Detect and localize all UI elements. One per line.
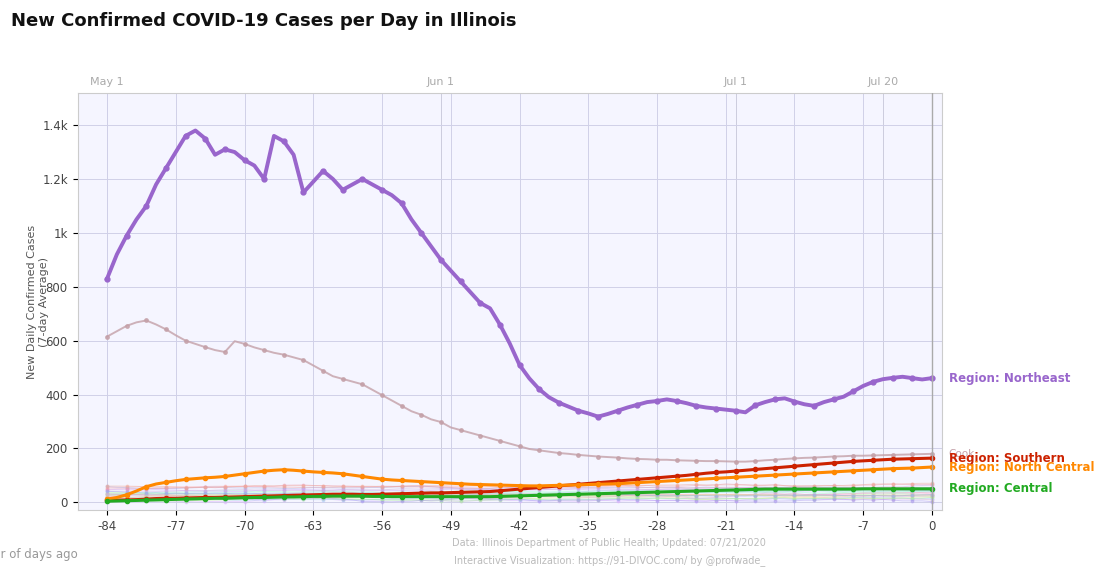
Text: Data: Illinois Department of Public Health; Updated: 07/21/2020: Data: Illinois Department of Public Heal…	[452, 538, 767, 548]
Text: Jul 20: Jul 20	[868, 77, 899, 87]
Text: Jul 1: Jul 1	[724, 77, 748, 87]
Text: Jun 1: Jun 1	[427, 77, 455, 87]
Text: May 1: May 1	[90, 77, 124, 87]
Text: Region: Southern: Region: Southern	[948, 452, 1065, 465]
Y-axis label: New Daily Confirmed Cases
(7-day Average): New Daily Confirmed Cases (7-day Average…	[28, 224, 49, 379]
Text: Region: North Central: Region: North Central	[948, 461, 1095, 473]
Text: Number of days ago: Number of days ago	[0, 548, 78, 561]
Text: Region: Northeast: Region: Northeast	[948, 372, 1070, 385]
Text: Interactive Visualization: https://91-DIVOC.com/ by @profwade_: Interactive Visualization: https://91-DI…	[454, 554, 765, 566]
Text: Cook: Cook	[948, 449, 975, 459]
Text: Region: Central: Region: Central	[948, 483, 1053, 495]
Text: New Confirmed COVID-19 Cases per Day in Illinois: New Confirmed COVID-19 Cases per Day in …	[11, 12, 516, 30]
